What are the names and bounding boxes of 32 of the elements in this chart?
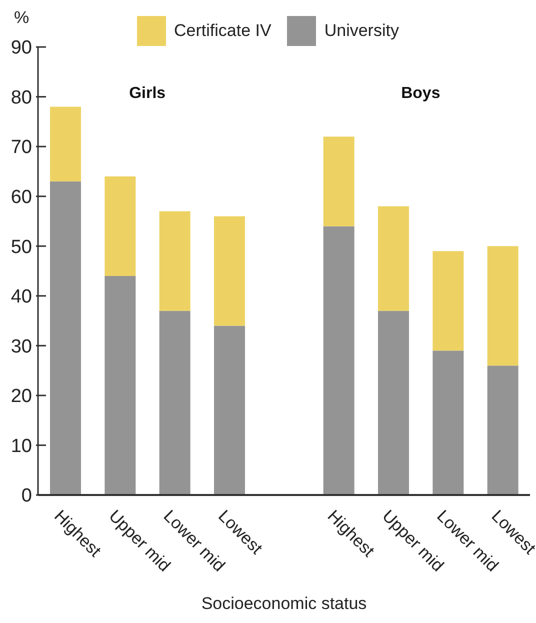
- bar: [487, 246, 518, 366]
- y-tick-label: 70: [10, 137, 32, 158]
- bar: [214, 216, 245, 326]
- bar: [159, 211, 190, 311]
- y-tick-label: 80: [10, 87, 32, 108]
- bar: [487, 366, 518, 495]
- bar: [104, 276, 136, 495]
- annotation: Girls: [128, 85, 167, 103]
- annotation: Boys: [400, 85, 442, 103]
- x-axis-title: Socioeconomic status: [201, 594, 367, 613]
- y-tick-label: 60: [10, 186, 32, 208]
- bar: [432, 251, 464, 351]
- bar: [323, 226, 354, 495]
- bar: [432, 350, 464, 495]
- legend-label: Certificate IV: [174, 21, 272, 41]
- y-tick-label: 0: [21, 486, 32, 507]
- bar: [378, 206, 409, 311]
- y-tick-label: 90: [10, 38, 32, 59]
- bar: [50, 181, 81, 495]
- bar: [50, 106, 81, 182]
- y-tick-label: 10: [10, 436, 32, 457]
- bar: [214, 326, 245, 495]
- y-tick-label: 50: [10, 236, 32, 258]
- bar: [104, 176, 136, 276]
- y-axis-title: %: [14, 8, 30, 28]
- y-tick-label: 20: [10, 386, 32, 408]
- bar: [159, 310, 190, 495]
- legend-label: University: [324, 21, 399, 41]
- bar: [323, 136, 354, 226]
- y-tick-label: 30: [10, 336, 32, 358]
- bar: [378, 310, 409, 495]
- y-tick-label: 40: [10, 286, 32, 308]
